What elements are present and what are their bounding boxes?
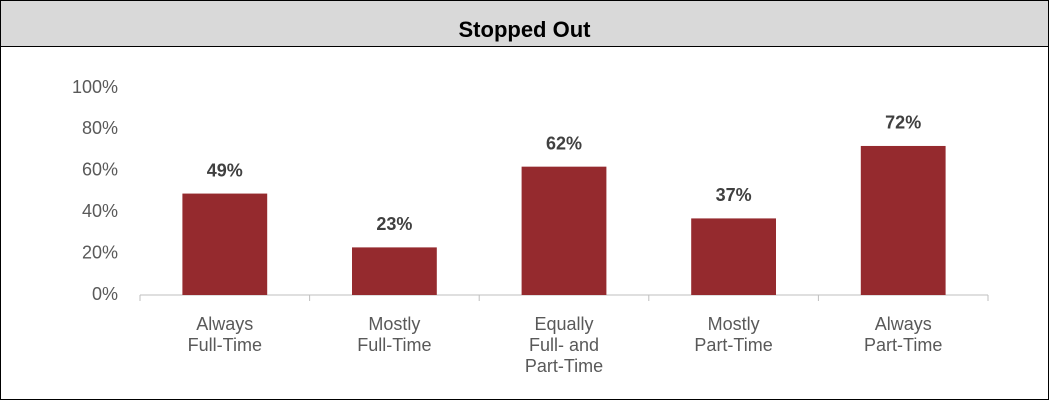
chart-title: Stopped Out <box>459 17 592 42</box>
y-tick-label: 20% <box>82 242 118 262</box>
header-band <box>0 0 1049 47</box>
x-tick-label: Always Full-Time <box>188 314 262 355</box>
value-label: 37% <box>716 185 752 205</box>
y-tick-label: 60% <box>82 160 118 180</box>
bar <box>691 218 776 295</box>
y-tick-label: 100% <box>72 77 118 97</box>
y-tick-label: 40% <box>82 201 118 221</box>
bar <box>352 247 437 295</box>
value-label: 49% <box>207 160 243 180</box>
value-label: 23% <box>376 214 412 234</box>
bar <box>182 193 268 295</box>
y-tick-label: 80% <box>82 118 118 138</box>
x-tick-label: Mostly Part-Time <box>694 314 772 355</box>
x-tick-label: Equally Full- and Part-Time <box>525 314 603 376</box>
x-tick-label: Always Part-Time <box>864 314 942 355</box>
bar <box>860 145 946 295</box>
value-label: 72% <box>885 113 921 133</box>
x-tick-label: Mostly Full-Time <box>357 314 431 355</box>
bar <box>521 166 607 295</box>
value-label: 62% <box>546 133 582 153</box>
y-tick-label: 0% <box>92 284 118 304</box>
